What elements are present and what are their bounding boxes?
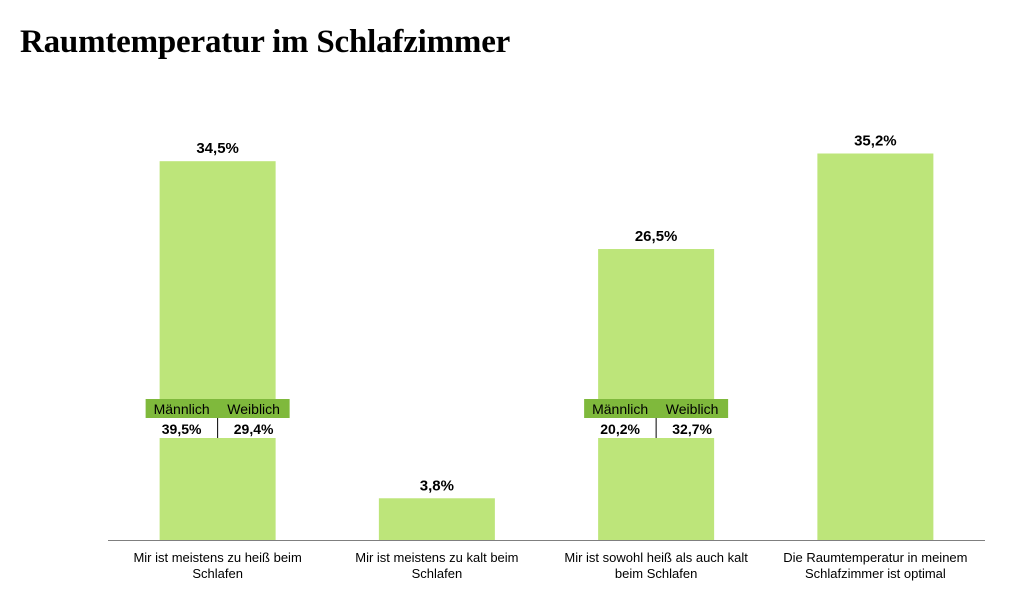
breakdown-value-label: 20,2% — [600, 421, 640, 437]
bar-value-label: 34,5% — [196, 140, 239, 157]
category-label: beim Schlafen — [615, 566, 697, 581]
category-label: Mir ist sowohl heiß als auch kalt — [564, 550, 748, 565]
breakdown-header-label: Weiblich — [227, 401, 280, 417]
bar-value-label: 3,8% — [420, 477, 454, 494]
gender-breakdown — [145, 399, 290, 438]
gender-breakdown — [584, 399, 729, 438]
category-label: Die Raumtemperatur in meinem — [783, 550, 967, 565]
breakdown-value-label: 29,4% — [234, 421, 274, 437]
bar-value-label: 26,5% — [635, 228, 678, 245]
breakdown-value-label: 32,7% — [672, 421, 712, 437]
category-label: Mir ist meistens zu kalt beim — [355, 550, 518, 565]
bar-value-label: 35,2% — [854, 133, 897, 150]
bar — [159, 161, 276, 540]
breakdown-header-label: Männlich — [592, 401, 648, 417]
bar — [817, 153, 934, 540]
breakdown-header-band — [584, 399, 729, 418]
category-label: Schlafen — [192, 566, 243, 581]
bar — [378, 498, 495, 540]
category-label: Schlafen — [412, 566, 463, 581]
breakdown-value-label: 39,5% — [162, 421, 202, 437]
breakdown-header-band — [145, 399, 290, 418]
breakdown-header-label: Weiblich — [666, 401, 719, 417]
chart-title: Raumtemperatur im Schlafzimmer — [20, 24, 511, 60]
category-label: Mir ist meistens zu heiß beim — [133, 550, 301, 565]
bar — [598, 249, 715, 540]
breakdown-header-label: Männlich — [154, 401, 210, 417]
category-label: Schlafzimmer ist optimal — [805, 566, 946, 581]
